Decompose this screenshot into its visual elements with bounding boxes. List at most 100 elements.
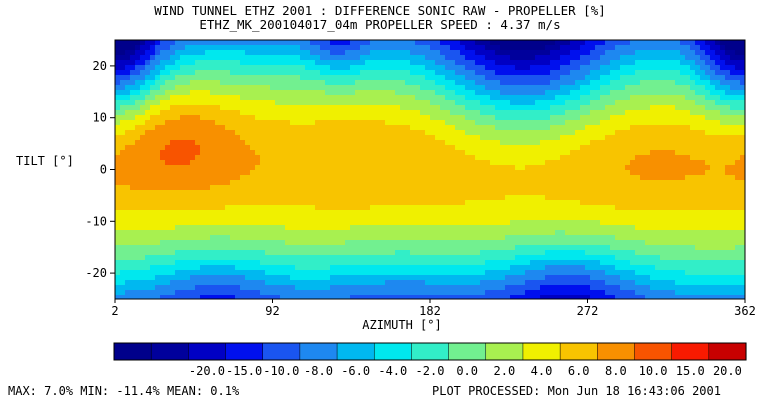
contour-cell bbox=[565, 295, 571, 300]
contour-cell bbox=[575, 140, 581, 146]
contour-cell bbox=[445, 165, 451, 171]
contour-cell bbox=[370, 210, 376, 216]
contour-cell bbox=[290, 50, 296, 56]
contour-cell bbox=[445, 80, 451, 86]
contour-cell bbox=[405, 70, 411, 76]
contour-cell bbox=[215, 190, 221, 196]
contour-cell bbox=[210, 215, 216, 221]
contour-cell bbox=[250, 70, 256, 76]
contour-cell bbox=[175, 165, 181, 171]
contour-cell bbox=[130, 255, 136, 261]
contour-cell bbox=[540, 165, 546, 171]
contour-cell bbox=[420, 220, 426, 226]
contour-cell bbox=[440, 250, 446, 256]
contour-cell bbox=[265, 215, 271, 221]
contour-cell bbox=[150, 175, 156, 181]
contour-cell bbox=[295, 260, 301, 266]
contour-cell bbox=[485, 285, 491, 291]
contour-cell bbox=[245, 130, 251, 136]
contour-cell bbox=[560, 245, 566, 251]
contour-cell bbox=[375, 50, 381, 56]
contour-cell bbox=[545, 115, 551, 121]
contour-cell bbox=[150, 90, 156, 96]
contour-cell bbox=[480, 265, 486, 271]
contour-cell bbox=[190, 210, 196, 216]
contour-cell bbox=[430, 150, 436, 156]
contour-cell bbox=[390, 250, 396, 256]
contour-cell bbox=[505, 240, 511, 246]
contour-cell bbox=[125, 240, 131, 246]
contour-cell bbox=[220, 270, 226, 276]
contour-cell bbox=[170, 95, 176, 101]
contour-cell bbox=[465, 205, 471, 211]
contour-cell bbox=[480, 180, 486, 186]
contour-cell bbox=[245, 230, 251, 236]
contour-cell bbox=[200, 70, 206, 76]
contour-cell bbox=[275, 180, 281, 186]
contour-cell bbox=[515, 245, 521, 251]
contour-cell bbox=[370, 60, 376, 66]
contour-cell bbox=[270, 270, 276, 276]
contour-cell bbox=[505, 250, 511, 256]
contour-cell bbox=[525, 245, 531, 251]
contour-cell bbox=[410, 130, 416, 136]
contour-cell bbox=[400, 260, 406, 266]
contour-cell bbox=[300, 140, 306, 146]
contour-cell bbox=[130, 140, 136, 146]
contour-cell bbox=[470, 250, 476, 256]
contour-cell bbox=[555, 120, 561, 126]
contour-cell bbox=[370, 230, 376, 236]
contour-cell bbox=[435, 95, 441, 101]
contour-cell bbox=[415, 210, 421, 216]
contour-cell bbox=[580, 55, 586, 61]
contour-cell bbox=[230, 75, 236, 81]
contour-cell bbox=[155, 140, 161, 146]
contour-cell bbox=[470, 245, 476, 251]
contour-cell bbox=[515, 125, 521, 131]
contour-cell bbox=[140, 150, 146, 156]
contour-cell bbox=[365, 155, 371, 161]
contour-cell bbox=[260, 160, 266, 166]
contour-cell bbox=[120, 145, 126, 151]
contour-cell bbox=[115, 275, 121, 281]
contour-cell bbox=[590, 60, 596, 66]
contour-cell bbox=[135, 290, 141, 296]
contour-cell bbox=[340, 295, 346, 300]
contour-cell bbox=[365, 60, 371, 66]
contour-cell bbox=[400, 100, 406, 106]
contour-cell bbox=[255, 280, 261, 286]
contour-cell bbox=[195, 135, 201, 141]
contour-cell bbox=[290, 250, 296, 256]
contour-cell bbox=[430, 255, 436, 261]
contour-cell bbox=[590, 155, 596, 161]
contour-cell bbox=[290, 195, 296, 201]
contour-cell bbox=[140, 95, 146, 101]
contour-cell bbox=[275, 60, 281, 66]
contour-cell bbox=[480, 100, 486, 106]
contour-cell bbox=[340, 105, 346, 111]
contour-cell bbox=[525, 125, 531, 131]
contour-cell bbox=[145, 285, 151, 291]
contour-cell bbox=[295, 230, 301, 236]
contour-cell bbox=[510, 215, 516, 221]
contour-cell bbox=[230, 235, 236, 241]
contour-cell bbox=[560, 95, 566, 101]
contour-cell bbox=[235, 240, 241, 246]
contour-cell bbox=[570, 280, 576, 286]
contour-cell bbox=[580, 280, 586, 286]
contour-cell bbox=[325, 130, 331, 136]
contour-cell bbox=[460, 155, 466, 161]
contour-cell bbox=[255, 270, 261, 276]
contour-cell bbox=[475, 195, 481, 201]
contour-cell bbox=[555, 295, 561, 300]
contour-cell bbox=[125, 175, 131, 181]
contour-cell bbox=[430, 200, 436, 206]
contour-cell bbox=[170, 270, 176, 276]
contour-cell bbox=[235, 95, 241, 101]
contour-cell bbox=[285, 120, 291, 126]
contour-cell bbox=[430, 65, 436, 71]
contour-cell bbox=[280, 60, 286, 66]
contour-cell bbox=[420, 165, 426, 171]
contour-cell bbox=[245, 85, 251, 91]
contour-cell bbox=[200, 190, 206, 196]
